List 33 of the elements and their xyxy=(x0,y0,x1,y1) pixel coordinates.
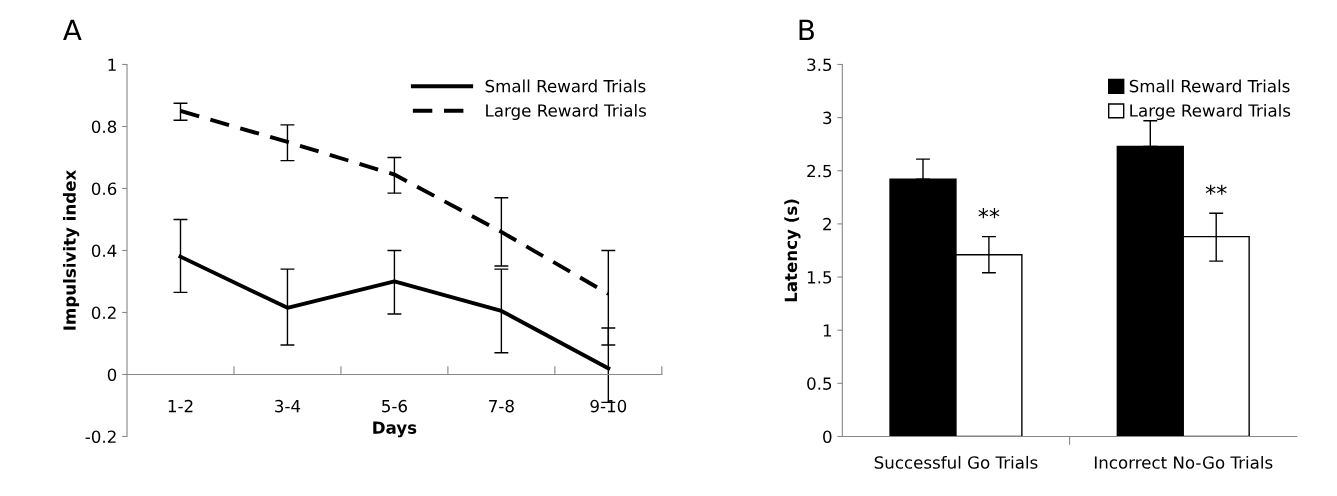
x-tick-label: 7-8 xyxy=(489,399,514,413)
y-tick-label: 0.6 xyxy=(91,182,117,196)
legend-label: Small Reward Trials xyxy=(485,79,646,93)
x-tick-label: 9-10 xyxy=(590,399,627,413)
annotation: ** xyxy=(978,208,1000,219)
x-axis-title: Days xyxy=(373,421,417,438)
x-tick-label: 1-2 xyxy=(168,399,193,413)
y-tick-label: 2 xyxy=(823,217,831,231)
y-tick-label: 0.8 xyxy=(91,120,117,134)
text: A xyxy=(63,19,82,41)
y-tick-label: 2.5 xyxy=(807,164,832,178)
y-axis-title: Impulsivity index xyxy=(62,169,80,330)
x-tick-label: Incorrect No-Go Trials xyxy=(1094,455,1273,469)
annotation: ** xyxy=(1205,184,1227,195)
y-tick-label: 0.4 xyxy=(91,244,117,258)
y-tick-label: 1.5 xyxy=(807,271,832,284)
y-tick-label: 3.5 xyxy=(807,58,832,72)
x-tick-label: 3-4 xyxy=(275,399,301,413)
legend-label: Large Reward Trials xyxy=(486,103,646,121)
y-tick-label: 0 xyxy=(823,430,832,444)
x-tick-label: Successful Go Trials xyxy=(874,455,1038,469)
text: B xyxy=(799,19,814,41)
y-tick-label: 0.2 xyxy=(91,306,116,320)
y-tick-label: 3 xyxy=(823,111,832,125)
legend-label: Small Reward Trials xyxy=(1129,79,1290,93)
y-axis-title: Latency (s) xyxy=(784,199,801,302)
y-tick-label: 0 xyxy=(107,368,117,382)
y-tick-label: 0.5 xyxy=(807,377,832,390)
x-tick-label: 5-6 xyxy=(382,399,407,413)
y-tick-label: 1 xyxy=(108,58,116,71)
y-tick-label: -0.2 xyxy=(85,430,116,444)
legend-label: Large Reward Trials xyxy=(1130,103,1291,121)
y-tick-label: 1 xyxy=(823,324,832,337)
